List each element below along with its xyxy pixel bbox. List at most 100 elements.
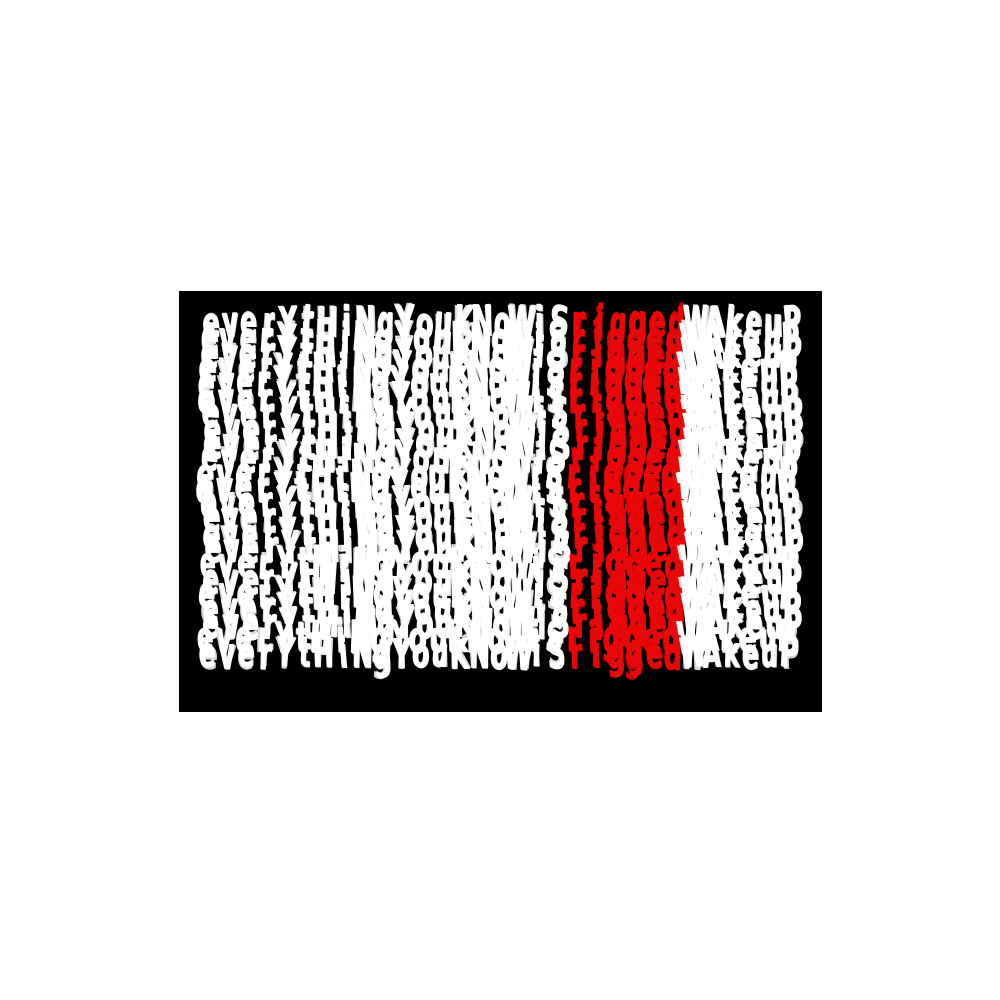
letter-glyph: r: [566, 611, 579, 662]
letter-glyph: A: [700, 629, 724, 677]
letter-glyph: i: [338, 629, 349, 677]
letter-glyph: o: [490, 627, 508, 681]
letter-glyph: Y: [275, 629, 293, 680]
letter-glyph: i: [594, 598, 604, 651]
letter-glyph: t: [301, 388, 314, 438]
letter-glyph: N: [349, 464, 372, 513]
letter-glyph: g: [623, 628, 645, 682]
letter-glyph: i: [339, 568, 348, 621]
letter-glyph: o: [411, 463, 428, 513]
letter-glyph: r: [570, 629, 583, 679]
letter-glyph: S: [547, 628, 566, 677]
letter-glyph: g: [605, 631, 627, 680]
letter-glyph: t: [303, 599, 316, 650]
letter-glyph: A: [700, 345, 721, 394]
letter-glyph: r: [258, 629, 274, 677]
letter-glyph: g: [371, 628, 394, 681]
letter-glyph: e: [197, 630, 219, 680]
letter-glyph: v: [217, 629, 238, 679]
letter-glyph: i: [338, 374, 347, 422]
letter-glyph: i: [538, 600, 547, 650]
letter-glyph: t: [298, 627, 311, 678]
letter-glyph: N: [351, 631, 374, 679]
letter-glyph: e: [241, 511, 258, 561]
letter-glyph: P: [779, 631, 800, 680]
letter-glyph: e: [237, 629, 256, 680]
letter-glyph: i: [340, 314, 349, 364]
letter-glyph: v: [221, 435, 238, 482]
letter-glyph: Y: [396, 599, 415, 650]
letter-glyph: o: [408, 614, 428, 663]
letter-glyph: e: [237, 538, 256, 590]
letter-glyph: g: [373, 566, 392, 619]
letter-glyph: N: [466, 627, 491, 679]
letter-glyph: u: [431, 628, 450, 678]
letter-glyph: N: [469, 568, 490, 618]
letter-glyph: e: [741, 631, 761, 680]
letter-glyph: Y: [394, 432, 414, 482]
letter-glyph: Y: [396, 522, 416, 575]
letter-glyph: Y: [391, 631, 411, 680]
letter-glyph: e: [242, 555, 260, 606]
letter-glyph: u: [760, 629, 780, 678]
letter-glyph: e: [645, 629, 664, 680]
letter-glyph: r: [257, 447, 270, 500]
letter-glyph: i: [590, 627, 601, 678]
letter-glyph: i: [535, 314, 544, 362]
letter-glyph: H: [313, 630, 336, 678]
letter-glyph: o: [411, 629, 430, 679]
